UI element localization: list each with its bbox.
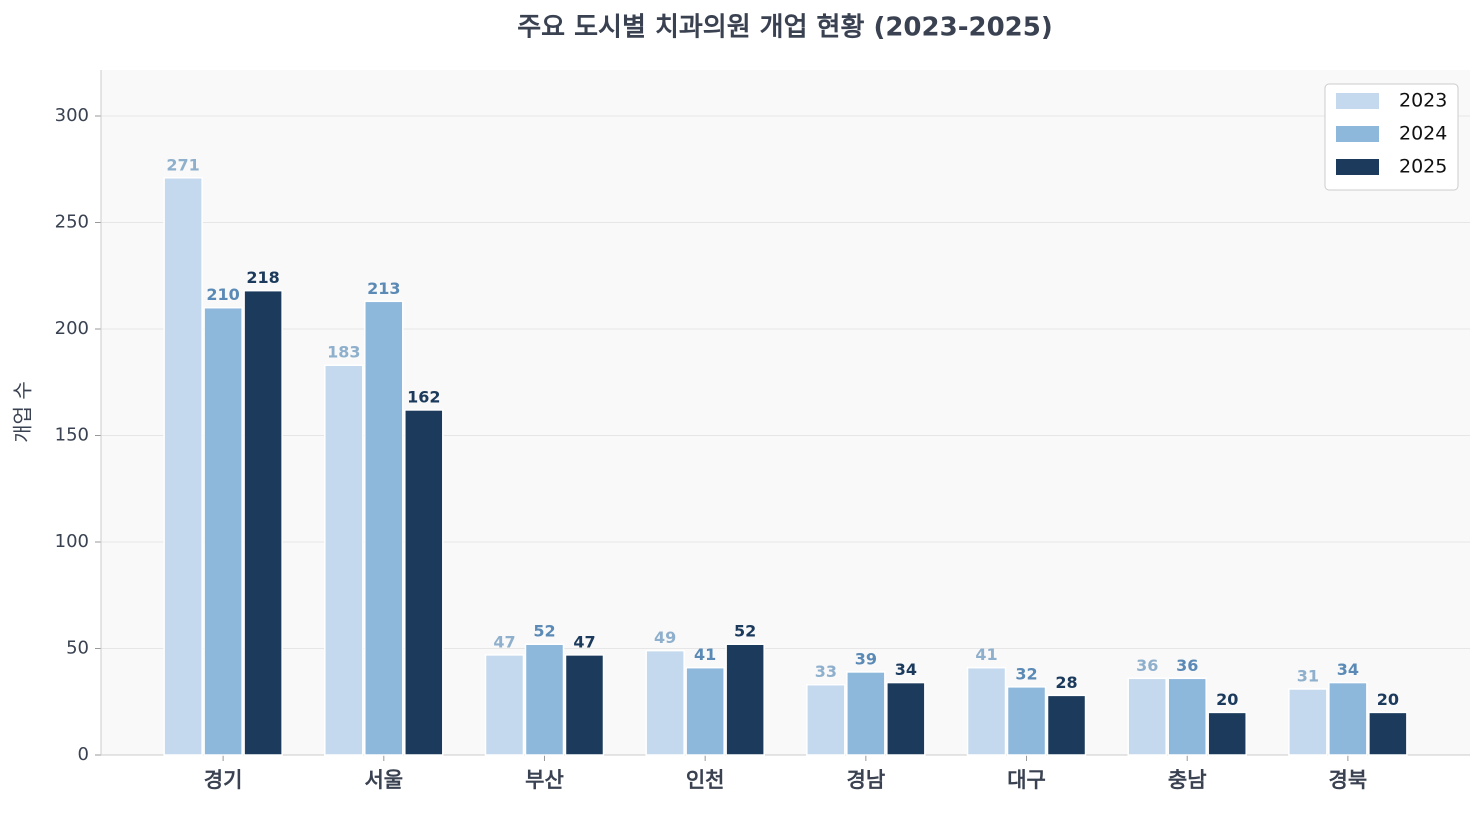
bar <box>966 666 1007 756</box>
bar <box>484 654 525 756</box>
bar <box>1167 677 1207 756</box>
legend-label: 2025 <box>1399 156 1447 178</box>
data-label: 183 <box>327 343 360 362</box>
legend-label: 2023 <box>1399 90 1447 112</box>
y-tick-label: 50 <box>66 638 89 659</box>
y-tick-label: 250 <box>55 212 89 233</box>
bar <box>1046 694 1087 756</box>
bar <box>806 683 846 756</box>
bar <box>1368 711 1408 756</box>
data-label: 34 <box>895 660 917 679</box>
x-tick-label: 부산 <box>525 768 564 792</box>
bar <box>846 671 886 756</box>
data-label: 47 <box>493 632 515 651</box>
x-tick-label: 충남 <box>1168 768 1207 792</box>
data-label: 36 <box>1176 656 1198 675</box>
data-label: 52 <box>734 622 756 641</box>
data-label: 213 <box>367 279 400 298</box>
bar <box>364 300 404 756</box>
bar <box>1328 681 1368 756</box>
bar <box>203 306 243 756</box>
bar <box>324 364 364 756</box>
data-label: 271 <box>166 155 199 174</box>
legend-swatch <box>1336 159 1379 175</box>
data-label: 32 <box>1015 664 1037 683</box>
y-axis-label: 개업 수 <box>11 381 35 443</box>
y-tick-label: 200 <box>55 318 89 339</box>
data-label: 52 <box>533 622 555 641</box>
data-label: 20 <box>1377 690 1399 709</box>
data-label: 49 <box>654 628 676 647</box>
bar <box>243 289 283 756</box>
legend-swatch <box>1336 126 1379 142</box>
data-label: 28 <box>1055 673 1077 692</box>
chart-title: 주요 도시별 치과의원 개업 현황 (2023-2025) <box>517 13 1053 43</box>
bar <box>524 643 565 756</box>
x-tick-label: 경기 <box>204 768 243 792</box>
data-label: 41 <box>975 645 997 664</box>
bar <box>645 649 685 756</box>
legend-label: 2024 <box>1399 123 1447 145</box>
bar <box>1288 688 1328 756</box>
bar <box>1127 677 1167 756</box>
data-label: 34 <box>1337 660 1359 679</box>
bar <box>1006 686 1047 756</box>
x-tick-label: 대구 <box>1007 768 1046 792</box>
y-tick-label: 100 <box>55 531 89 552</box>
data-label: 20 <box>1216 690 1238 709</box>
data-label: 47 <box>573 632 595 651</box>
data-label: 162 <box>407 387 440 406</box>
y-tick-label: 150 <box>55 425 89 446</box>
bar <box>725 643 765 756</box>
x-tick-label: 경북 <box>1329 768 1368 792</box>
x-tick-label: 인천 <box>686 768 725 792</box>
data-label: 41 <box>694 645 716 664</box>
bar <box>564 654 605 756</box>
data-label: 218 <box>246 268 279 287</box>
bar <box>1207 711 1247 756</box>
legend-swatch <box>1336 93 1379 109</box>
data-label: 36 <box>1136 656 1158 675</box>
plot-area <box>101 70 1470 755</box>
bar <box>685 666 725 756</box>
bar <box>886 681 926 756</box>
data-label: 210 <box>206 285 239 304</box>
x-tick-label: 서울 <box>364 768 403 792</box>
bar <box>163 177 203 756</box>
data-label: 31 <box>1297 666 1319 685</box>
x-tick-label: 경남 <box>847 768 886 792</box>
data-label: 33 <box>815 662 837 681</box>
data-label: 39 <box>855 649 877 668</box>
y-tick-label: 0 <box>78 744 89 765</box>
bar <box>404 409 444 756</box>
y-tick-label: 300 <box>55 105 89 126</box>
